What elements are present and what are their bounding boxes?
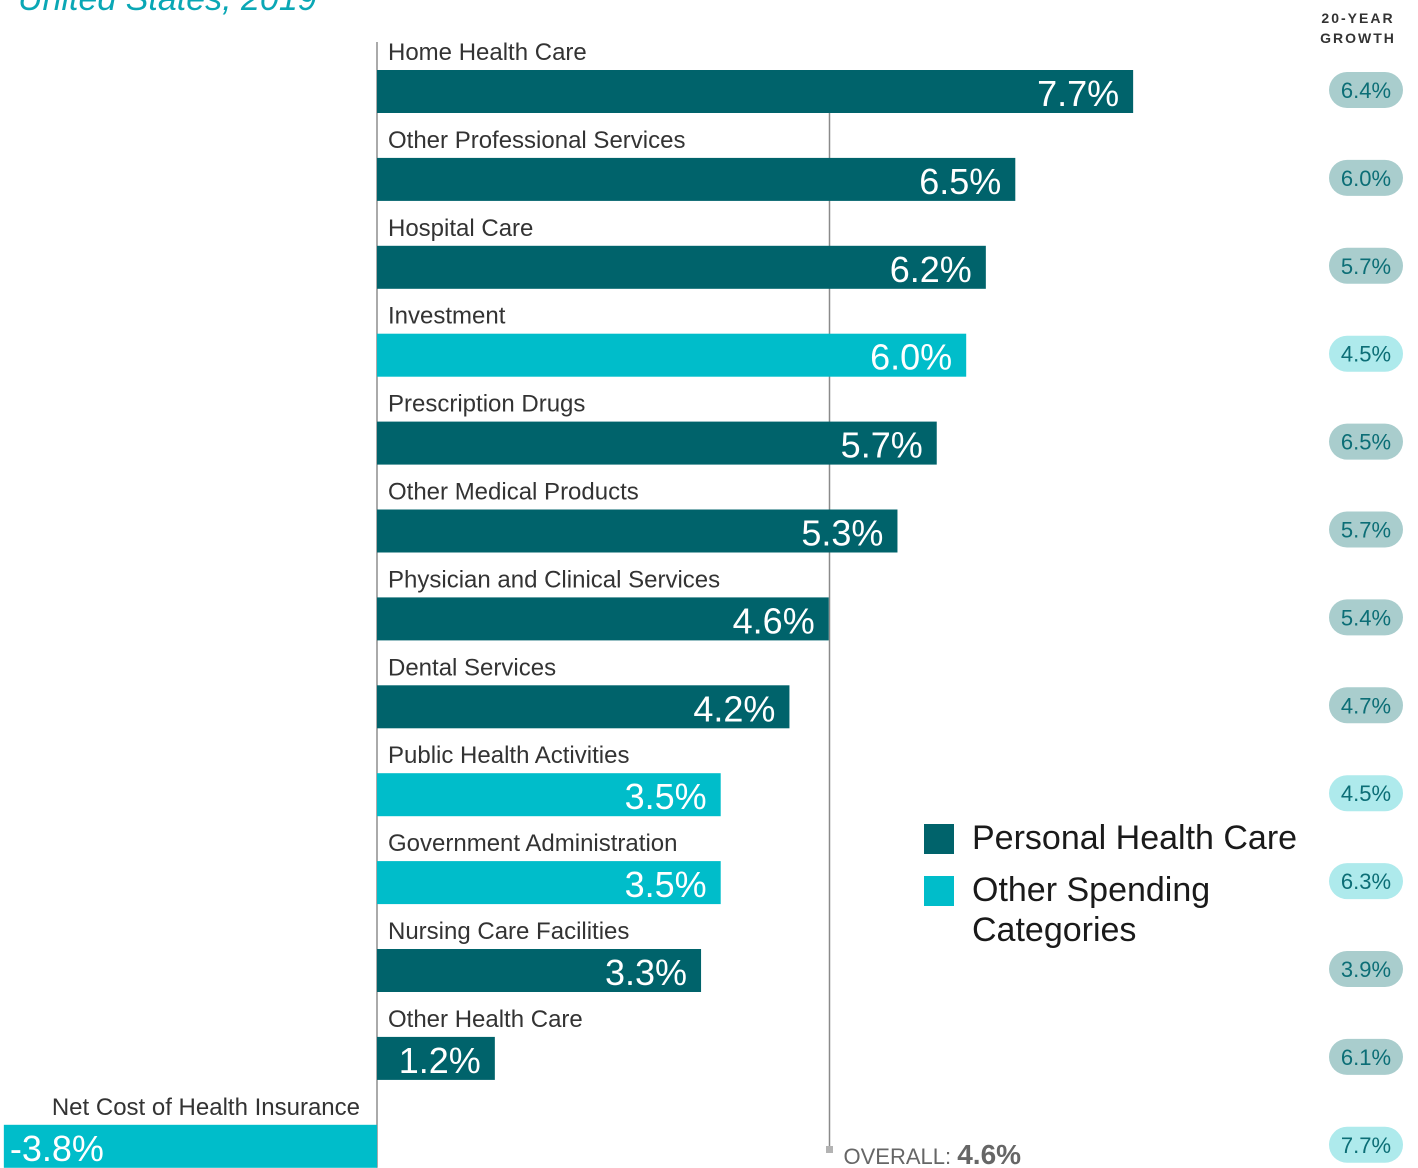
category-label-other-medical-products: Other Medical Products xyxy=(388,479,639,506)
category-label-home-health-care: Home Health Care xyxy=(388,39,587,66)
growth-pill-other-medical-products xyxy=(1329,511,1403,548)
legend-label-personal: Personal Health Care xyxy=(972,819,1298,857)
value-label-hospital-care: 6.2% xyxy=(890,249,972,290)
bar-other-medical-products xyxy=(377,509,898,553)
overall-marker xyxy=(826,1146,833,1153)
growth-label-net-cost-of-health-insurance: 7.7% xyxy=(1341,1133,1391,1158)
growth-label-hospital-care: 5.7% xyxy=(1341,254,1391,279)
growth-label-other-medical-products: 5.7% xyxy=(1341,518,1391,543)
chart-title: United States, 2019 xyxy=(18,0,317,16)
category-label-nursing-care-facilities: Nursing Care Facilities xyxy=(388,918,629,945)
bar-prescription-drugs xyxy=(377,421,937,465)
bar-government-administration xyxy=(377,861,721,905)
category-label-public-health-activities: Public Health Activities xyxy=(388,742,629,769)
growth-label-other-health-care: 6.1% xyxy=(1341,1045,1391,1070)
bar-investment xyxy=(377,333,967,377)
value-label-net-cost-of-health-insurance: -3.8% xyxy=(10,1128,104,1168)
growth-pill-government-administration xyxy=(1329,863,1403,900)
growth-pill-hospital-care xyxy=(1329,247,1403,284)
overall-value: 4.6% xyxy=(957,1139,1021,1168)
growth-pill-other-professional-services xyxy=(1329,159,1403,196)
growth-label-government-administration: 6.3% xyxy=(1341,869,1391,894)
category-label-other-health-care: Other Health Care xyxy=(388,1006,583,1033)
growth-label-home-health-care: 6.4% xyxy=(1341,78,1391,103)
legend-swatch-other xyxy=(924,876,954,906)
growth-label-nursing-care-facilities: 3.9% xyxy=(1341,957,1391,982)
growth-column-header: 20-YEAR GROWTH xyxy=(1298,8,1418,48)
legend-swatch-personal xyxy=(924,824,954,854)
legend-item-personal-health-care: Personal Health Care xyxy=(924,818,1344,858)
growth-pill-prescription-drugs xyxy=(1329,423,1403,460)
value-label-dental-services: 4.2% xyxy=(693,688,775,729)
growth-label-physician-and-clinical-services: 5.4% xyxy=(1341,605,1391,630)
overall-label: OVERALL: 4.6% xyxy=(844,1139,1022,1168)
growth-pill-net-cost-of-health-insurance xyxy=(1329,1126,1403,1163)
bar-public-health-activities xyxy=(377,773,721,817)
value-label-home-health-care: 7.7% xyxy=(1037,73,1119,114)
growth-label-investment: 4.5% xyxy=(1341,342,1391,367)
category-label-government-administration: Government Administration xyxy=(388,830,677,857)
bar-hospital-care xyxy=(377,245,986,289)
growth-pill-nursing-care-facilities xyxy=(1329,951,1403,987)
growth-pill-other-health-care xyxy=(1329,1038,1403,1075)
legend-label-other: Other Spending Categories xyxy=(972,871,1211,949)
bar-nursing-care-facilities xyxy=(377,949,702,992)
category-label-prescription-drugs: Prescription Drugs xyxy=(388,391,585,418)
value-label-prescription-drugs: 5.7% xyxy=(841,425,923,466)
value-label-other-health-care: 1.2% xyxy=(399,1040,481,1081)
category-label-investment: Investment xyxy=(388,303,506,330)
growth-pill-physician-and-clinical-services xyxy=(1329,599,1403,636)
growth-pill-public-health-activities xyxy=(1329,775,1403,812)
category-label-other-professional-services: Other Professional Services xyxy=(388,127,685,154)
value-label-other-medical-products: 5.3% xyxy=(801,513,883,554)
growth-label-public-health-activities: 4.5% xyxy=(1341,781,1391,806)
category-label-dental-services: Dental Services xyxy=(388,654,556,681)
growth-pill-dental-services xyxy=(1329,687,1403,724)
growth-label-dental-services: 4.7% xyxy=(1341,693,1391,718)
value-label-government-administration: 3.5% xyxy=(625,864,707,905)
growth-pill-investment xyxy=(1329,335,1403,372)
category-label-net-cost-of-health-insurance: Net Cost of Health Insurance xyxy=(52,1094,360,1121)
growth-header-line-1: 20-YEAR xyxy=(1321,10,1395,26)
category-label-hospital-care: Hospital Care xyxy=(388,215,533,242)
bar-other-health-care xyxy=(377,1036,495,1080)
value-label-physician-and-clinical-services: 4.6% xyxy=(733,600,815,641)
value-label-other-professional-services: 6.5% xyxy=(919,161,1001,202)
growth-header-line-2: GROWTH xyxy=(1320,30,1396,46)
growth-pill-home-health-care xyxy=(1329,72,1403,108)
bar-net-cost-of-health-insurance xyxy=(3,1124,378,1168)
category-label-physician-and-clinical-services: Physician and Clinical Services xyxy=(388,566,720,593)
bar-other-professional-services xyxy=(377,157,1016,201)
growth-label-prescription-drugs: 6.5% xyxy=(1341,430,1391,455)
bar-physician-and-clinical-services xyxy=(377,597,829,641)
value-label-public-health-activities: 3.5% xyxy=(625,776,707,817)
value-label-investment: 6.0% xyxy=(870,337,952,378)
legend-item-other-spending-categories: Other Spending Categories xyxy=(924,870,1344,950)
chart-legend: Personal Health Care Other Spending Cate… xyxy=(924,818,1344,962)
bar-home-health-care xyxy=(377,70,1134,113)
value-label-nursing-care-facilities: 3.3% xyxy=(605,952,687,993)
bar-dental-services xyxy=(377,685,790,729)
growth-label-other-professional-services: 6.0% xyxy=(1341,166,1391,191)
overall-label-text: OVERALL: xyxy=(844,1144,958,1168)
